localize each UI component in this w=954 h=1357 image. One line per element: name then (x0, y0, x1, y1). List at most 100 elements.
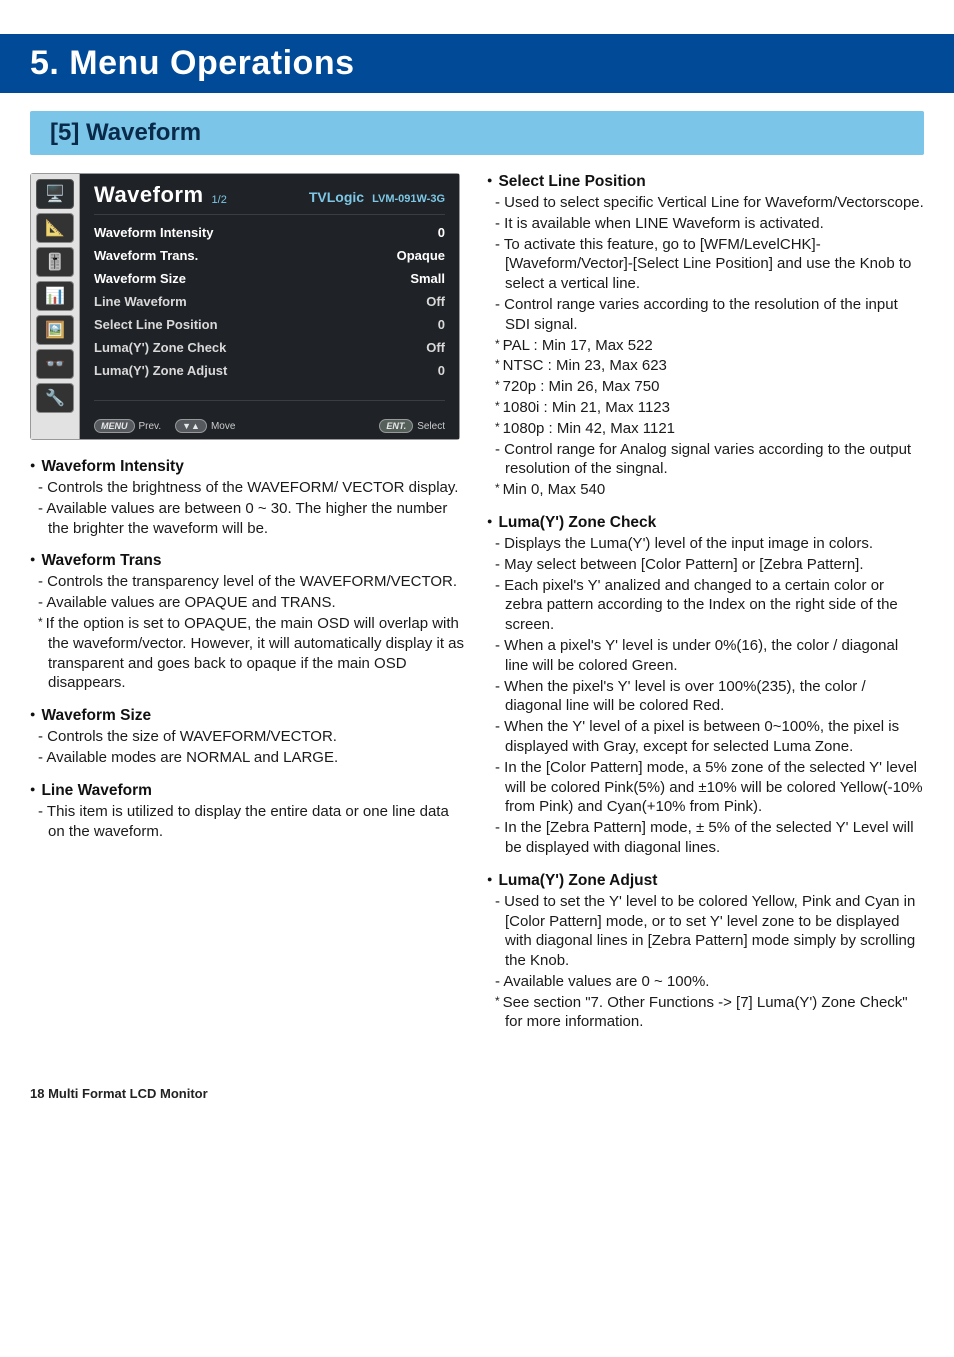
osd-row-label: Waveform Trans. (94, 248, 198, 263)
osd-row-label: Waveform Size (94, 271, 186, 286)
item-line: In the [Zebra Pattern] mode, ± 5% of the… (487, 818, 924, 858)
osd-menu-row: Waveform Intensity 0 (94, 221, 445, 244)
item-line: When the Y' level of a pixel is between … (487, 717, 924, 757)
content-area: 🖥️ 📐 🎚️ 📊 🖼️ 👓 🔧 Waveform 1/2 TVLogic LVM-091W… (0, 155, 954, 1086)
doc-item: Luma(Y') Zone Check Displays the Luma(Y')… (487, 514, 924, 858)
osd-row-label: Luma(Y') Zone Adjust (94, 363, 227, 378)
item-heading: Waveform Size (30, 707, 467, 725)
item-line: Available values are between 0 ~ 30. The… (30, 499, 467, 539)
osd-row-label: Waveform Intensity (94, 225, 213, 240)
osd-header: Waveform 1/2 TVLogic LVM-091W-3G (94, 180, 445, 215)
doc-item: Waveform Trans Controls the transparency … (30, 552, 467, 693)
osd-tab-icon: 📐 (36, 213, 74, 243)
osd-tab-icon: 🎚️ (36, 247, 74, 277)
item-heading: Line Waveform (30, 782, 467, 800)
osd-tab-icon: 🖼️ (36, 315, 74, 345)
doc-item: Line Waveform This item is utilized to di… (30, 782, 467, 842)
item-line: To activate this feature, go to [WFM/Lev… (487, 235, 924, 294)
osd-title: Waveform (94, 182, 204, 208)
item-line: Controls the brightness of the WAVEFORM/… (30, 478, 467, 498)
item-line: This item is utilized to display the ent… (30, 802, 467, 842)
item-line: 720p : Min 26, Max 750 (487, 377, 924, 397)
arrows-pill: ▼▲ (175, 419, 207, 433)
osd-tab-strip: 🖥️ 📐 🎚️ 📊 🖼️ 👓 🔧 (31, 174, 79, 439)
item-line: Min 0, Max 540 (487, 480, 924, 500)
item-heading: Luma(Y') Zone Adjust (487, 872, 924, 890)
item-line: Control range varies according to the re… (487, 295, 924, 335)
item-heading: Waveform Intensity (30, 458, 467, 476)
doc-item: Select Line Position Used to select speci… (487, 173, 924, 500)
osd-model: LVM-091W-3G (372, 193, 445, 205)
item-line: When a pixel's Y' level is under 0%(16),… (487, 636, 924, 676)
item-line: In the [Color Pattern] mode, a 5% zone o… (487, 758, 924, 817)
osd-menu-row: Luma(Y') Zone Adjust 0 (94, 359, 445, 382)
item-line: When the pixel's Y' level is over 100%(2… (487, 677, 924, 717)
osd-menu-row: Waveform Trans. Opaque (94, 244, 445, 267)
item-line: Displays the Luma(Y') level of the input… (487, 534, 924, 554)
osd-row-value: 0 (438, 225, 445, 240)
osd-menu-row: Line WaveformOff (94, 290, 445, 313)
item-line: Available values are OPAQUE and TRANS. (30, 593, 467, 613)
item-line: It is available when LINE Waveform is ac… (487, 214, 924, 234)
osd-row-label: Luma(Y') Zone Check (94, 340, 226, 355)
osd-row-value: Opaque (397, 248, 445, 263)
item-line: May select between [Color Pattern] or [Z… (487, 555, 924, 575)
item-heading: Waveform Trans (30, 552, 467, 570)
menu-pill: MENU (94, 419, 135, 433)
ent-pill: ENT. (379, 419, 413, 433)
osd-menu-row: Waveform Size Small (94, 267, 445, 290)
item-line: If the option is set to OPAQUE, the main… (30, 614, 467, 693)
item-line: 1080i : Min 21, Max 1123 (487, 398, 924, 418)
osd-tab-icon: 📊 (36, 281, 74, 311)
tab-glyph-icon: 🎚️ (45, 252, 65, 272)
item-line: Available values are 0 ~ 100%. (487, 972, 924, 992)
item-heading: Luma(Y') Zone Check (487, 514, 924, 532)
item-line: Controls the size of WAVEFORM/VECTOR. (30, 727, 467, 747)
osd-screenshot: 🖥️ 📐 🎚️ 📊 🖼️ 👓 🔧 Waveform 1/2 TVLogic LVM-091W… (30, 173, 460, 440)
tab-glyph-icon: 🔧 (45, 388, 65, 408)
tab-glyph-icon: 🖼️ (45, 320, 65, 340)
osd-btn-select: ENT. Select (379, 419, 445, 433)
move-label: Move (211, 421, 235, 432)
doc-item: Waveform Intensity Controls the brightnes… (30, 458, 467, 538)
item-line: Available modes are NORMAL and LARGE. (30, 748, 467, 768)
item-heading: Select Line Position (487, 173, 924, 191)
osd-row-value: 0 (438, 317, 445, 332)
osd-menu-row: Select Line Position 0 (94, 313, 445, 336)
tab-glyph-icon: 👓 (45, 354, 65, 374)
item-line: Each pixel's Y' analized and changed to … (487, 576, 924, 635)
prev-label: Prev. (139, 421, 162, 432)
osd-tab-icon: 🔧 (36, 383, 74, 413)
item-line: 1080p : Min 42, Max 1121 (487, 419, 924, 439)
tab-glyph-icon: 📊 (45, 286, 65, 306)
tab-glyph-icon: 🖥️ (45, 184, 65, 204)
item-line: PAL : Min 17, Max 522 (487, 336, 924, 356)
osd-tab-icon: 🖥️ (36, 179, 74, 209)
osd-btn-prev: MENU Prev. (94, 419, 161, 433)
osd-menu-row: Luma(Y') Zone Check Off (94, 336, 445, 359)
osd-footer: MENU Prev. ▼▲ Move ENT. Select (94, 400, 445, 433)
osd-main-panel: Waveform 1/2 TVLogic LVM-091W-3G Wavefor… (79, 174, 459, 439)
osd-menu-list: Waveform Intensity 0 Waveform Trans. Opaque… (94, 221, 445, 382)
osd-row-value: Off (426, 340, 445, 355)
osd-row-value: 0 (438, 363, 445, 378)
select-label: Select (417, 421, 445, 432)
section-title: [5] Waveform (30, 111, 924, 155)
doc-item: Luma(Y') Zone Adjust Used to set the Y' l… (487, 872, 924, 1033)
item-line: Control range for Analog signal varies a… (487, 440, 924, 480)
item-line: Used to set the Y' level to be colored Y… (487, 892, 924, 971)
osd-page-indicator: 1/2 (212, 194, 227, 206)
right-column: Select Line Position Used to select speci… (487, 173, 924, 1046)
osd-row-label: Line Waveform (94, 294, 187, 309)
osd-tab-icon: 👓 (36, 349, 74, 379)
chapter-title: 5. Menu Operations (0, 34, 954, 93)
item-line: See section "7. Other Functions -> [7] L… (487, 993, 924, 1033)
page-footer: 18 Multi Format LCD Monitor (0, 1086, 954, 1129)
osd-row-value: Small (410, 271, 445, 286)
item-line: Used to select specific Vertical Line fo… (487, 193, 924, 213)
osd-logo: TVLogic (309, 189, 364, 205)
osd-row-label: Select Line Position (94, 317, 218, 332)
item-line: NTSC : Min 23, Max 623 (487, 356, 924, 376)
item-line: Controls the transparency level of the W… (30, 572, 467, 592)
left-column: 🖥️ 📐 🎚️ 📊 🖼️ 👓 🔧 Waveform 1/2 TVLogic LVM-091W… (30, 173, 467, 1046)
